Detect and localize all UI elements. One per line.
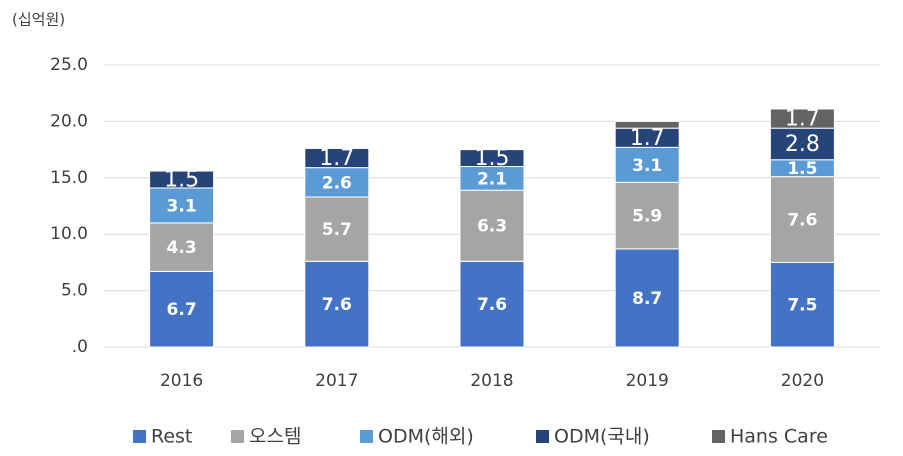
bar-segment <box>304 147 370 169</box>
legend-swatch <box>712 430 725 443</box>
bar-segment <box>304 167 370 198</box>
legend-label: Hans Care <box>730 426 828 448</box>
y-tick-label: 20.0 <box>50 111 88 131</box>
data-label: 2.1 <box>477 169 507 189</box>
x-tick-label: 2018 <box>470 371 513 391</box>
legend-label: Rest <box>151 426 192 448</box>
data-label: 6.3 <box>477 217 507 237</box>
data-label: 7.6 <box>477 295 507 315</box>
y-tick-label: 15.0 <box>50 168 88 188</box>
legend-swatch <box>536 430 549 443</box>
legend-swatch <box>360 430 373 443</box>
data-label: 2.8 <box>785 132 820 157</box>
data-label: 5.9 <box>632 207 662 227</box>
data-label: 1.7 <box>785 107 820 132</box>
bar-segment <box>614 181 680 250</box>
data-label: 2.6 <box>322 173 352 193</box>
bar-segment <box>614 248 680 348</box>
y-tick-label: 25.0 <box>50 55 88 75</box>
bar-segment <box>614 146 680 183</box>
bar-segment <box>149 222 215 272</box>
bar-segment <box>769 108 835 129</box>
bar-segment <box>304 260 370 348</box>
bar-segment <box>149 270 215 348</box>
bar-segment <box>459 189 525 262</box>
data-label: 4.3 <box>167 238 197 258</box>
x-tick-label: 2017 <box>315 371 358 391</box>
data-label: 1.5 <box>164 167 199 192</box>
legend-label: 오스템 <box>249 426 301 448</box>
x-tick-label: 2019 <box>626 371 669 391</box>
bar-segment <box>459 149 525 168</box>
y-tick-label: 10.0 <box>50 224 88 244</box>
bar-segment <box>149 187 215 224</box>
data-label: 6.7 <box>167 300 197 320</box>
data-label: 1.7 <box>319 146 354 171</box>
legend-swatch <box>231 430 244 443</box>
data-label: 3.1 <box>167 196 197 216</box>
bar-segment <box>149 170 215 189</box>
bar-segment <box>614 120 680 129</box>
data-label: 1.5 <box>475 146 510 171</box>
data-label: 1.7 <box>630 126 665 151</box>
data-label: 5.7 <box>322 220 352 240</box>
legend-label: ODM(국내) <box>554 426 650 448</box>
data-label: 8.7 <box>632 289 662 309</box>
data-label: 3.1 <box>632 156 662 176</box>
data-label: 7.6 <box>322 295 352 315</box>
y-tick-label: .0 <box>72 337 88 357</box>
data-label: 7.5 <box>787 296 817 316</box>
bar-segment <box>459 260 525 348</box>
legend-swatch <box>133 430 146 443</box>
legend-label: ODM(해외) <box>378 426 474 448</box>
x-tick-label: 2020 <box>781 371 824 391</box>
data-label: 7.6 <box>787 211 817 231</box>
y-axis-label: (십억원) <box>12 11 65 29</box>
data-label: 1.5 <box>787 159 817 179</box>
y-tick-label: 5.0 <box>61 281 88 301</box>
bar-segment <box>304 196 370 262</box>
x-tick-label: 2016 <box>160 371 203 391</box>
